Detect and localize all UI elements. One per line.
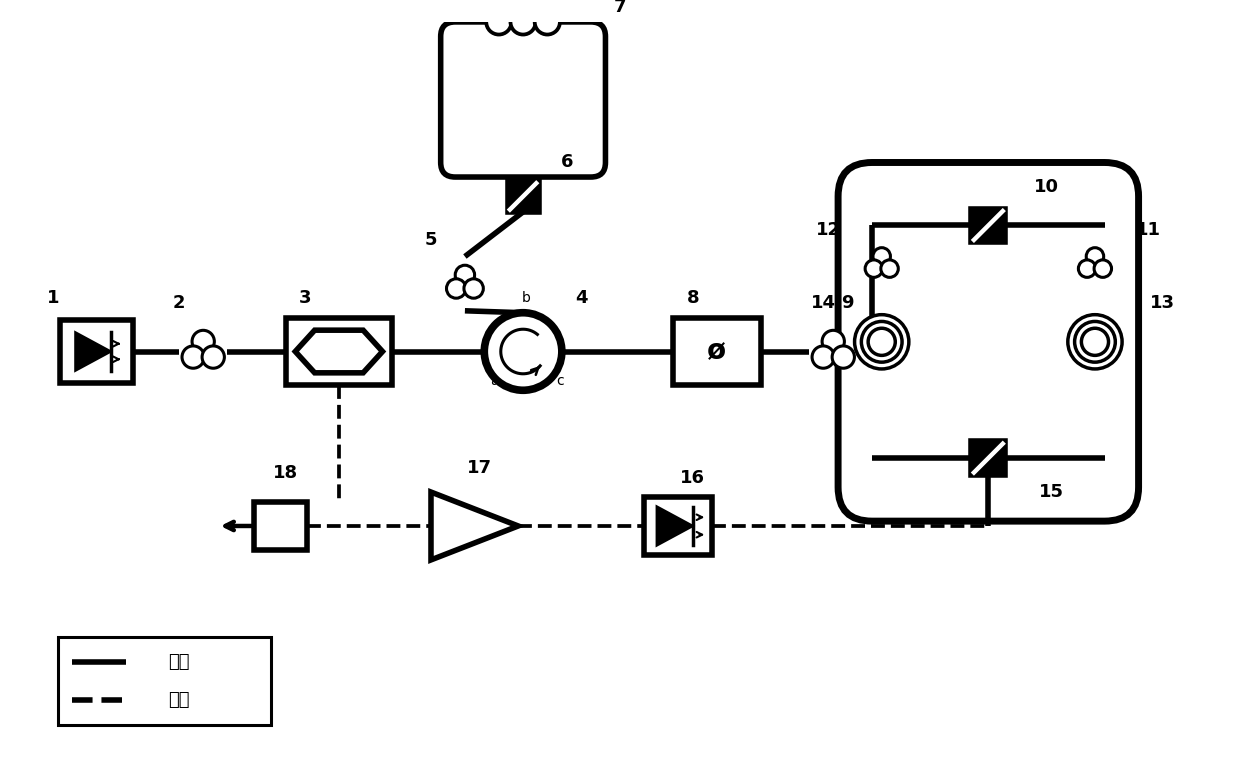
Circle shape: [880, 260, 898, 277]
Circle shape: [862, 321, 901, 363]
Polygon shape: [76, 332, 112, 371]
Circle shape: [485, 312, 562, 391]
Text: 13: 13: [1151, 294, 1176, 312]
Text: 光路: 光路: [169, 653, 190, 670]
Text: 18: 18: [273, 464, 298, 482]
Text: 16: 16: [681, 468, 706, 486]
Text: c: c: [556, 374, 564, 388]
Circle shape: [1081, 328, 1109, 356]
Circle shape: [1086, 248, 1104, 265]
Text: 4: 4: [575, 290, 588, 307]
Circle shape: [866, 260, 883, 277]
Bar: [61, 320, 133, 383]
Text: b: b: [522, 291, 531, 306]
FancyBboxPatch shape: [440, 22, 605, 177]
Polygon shape: [432, 492, 518, 560]
Polygon shape: [295, 330, 382, 373]
Circle shape: [202, 346, 224, 369]
Text: 15: 15: [1039, 483, 1064, 501]
Text: 17: 17: [467, 459, 492, 477]
Circle shape: [812, 346, 835, 369]
Circle shape: [1079, 260, 1096, 277]
Bar: [507, 181, 538, 212]
Text: 7: 7: [614, 0, 626, 17]
Circle shape: [854, 315, 909, 369]
Circle shape: [182, 346, 205, 369]
Text: ø: ø: [707, 337, 727, 366]
Text: 9: 9: [842, 294, 854, 312]
Text: 14: 14: [811, 294, 836, 312]
Text: 2: 2: [172, 294, 185, 312]
Bar: [58, 638, 272, 725]
Circle shape: [1068, 315, 1122, 369]
Circle shape: [868, 328, 895, 356]
Circle shape: [511, 9, 536, 34]
Polygon shape: [657, 507, 693, 546]
Bar: [971, 208, 1006, 242]
Circle shape: [464, 279, 484, 298]
Circle shape: [832, 346, 854, 369]
Text: 12: 12: [816, 221, 841, 239]
Text: 8: 8: [687, 290, 699, 307]
Bar: [285, 318, 392, 385]
Bar: [971, 441, 1006, 475]
Bar: [673, 318, 760, 385]
Text: a: a: [490, 374, 498, 388]
Text: 3: 3: [299, 290, 311, 307]
Circle shape: [1094, 260, 1111, 277]
Text: 10: 10: [1034, 178, 1059, 196]
Text: 1: 1: [47, 290, 60, 307]
Text: 电路: 电路: [169, 692, 190, 709]
Circle shape: [1075, 321, 1115, 363]
Bar: [254, 502, 308, 550]
Circle shape: [534, 9, 560, 34]
FancyBboxPatch shape: [838, 163, 1138, 521]
Text: 11: 11: [1136, 221, 1161, 239]
Bar: [645, 497, 712, 555]
Text: 6: 6: [560, 154, 573, 172]
Circle shape: [873, 248, 890, 265]
Circle shape: [486, 9, 511, 34]
Circle shape: [822, 331, 844, 353]
Circle shape: [455, 265, 475, 285]
Circle shape: [446, 279, 466, 298]
Circle shape: [192, 331, 215, 353]
Text: 5: 5: [425, 231, 438, 249]
